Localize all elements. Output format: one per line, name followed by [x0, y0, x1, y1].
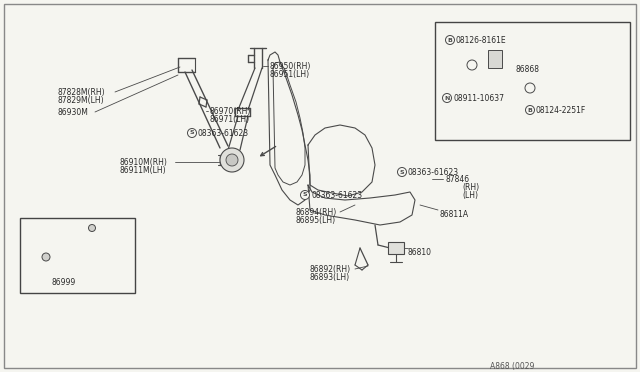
Circle shape	[445, 35, 454, 45]
Text: 08126-8161E: 08126-8161E	[456, 36, 507, 45]
Bar	[488, 50, 502, 68]
Text: N: N	[444, 96, 450, 100]
Circle shape	[442, 93, 451, 103]
Circle shape	[397, 167, 406, 176]
Circle shape	[220, 148, 244, 172]
Circle shape	[467, 60, 477, 70]
Text: 86894(RH): 86894(RH)	[295, 208, 336, 217]
Text: 08124-2251F: 08124-2251F	[536, 106, 586, 115]
Bar	[435, 22, 630, 140]
Circle shape	[42, 253, 50, 261]
Text: 86892(RH): 86892(RH)	[310, 265, 351, 274]
Text: S: S	[189, 131, 195, 135]
Text: S: S	[303, 192, 307, 198]
Text: 08363-61623: 08363-61623	[311, 191, 362, 200]
Text: 86810: 86810	[408, 248, 432, 257]
Text: 86911M(LH): 86911M(LH)	[120, 166, 166, 175]
Circle shape	[188, 128, 196, 138]
Text: 86893(LH): 86893(LH)	[310, 273, 350, 282]
Text: 86868: 86868	[515, 65, 539, 74]
Text: 86999: 86999	[52, 278, 76, 287]
Text: S: S	[400, 170, 404, 174]
Circle shape	[525, 106, 534, 115]
Text: 08911-10637: 08911-10637	[453, 94, 504, 103]
Text: 86811A: 86811A	[440, 210, 469, 219]
Circle shape	[88, 224, 95, 231]
Text: 86970(RH): 86970(RH)	[210, 107, 252, 116]
Text: (LH): (LH)	[462, 191, 478, 200]
Text: 08363-61623: 08363-61623	[198, 129, 249, 138]
Text: 86930M: 86930M	[58, 108, 89, 117]
Bar	[20, 218, 135, 293]
Text: 86971(LH): 86971(LH)	[210, 115, 250, 124]
Text: 87828M(RH): 87828M(RH)	[58, 88, 106, 97]
Text: 86950(RH): 86950(RH)	[270, 62, 312, 71]
Text: 86895(LH): 86895(LH)	[295, 216, 335, 225]
Circle shape	[301, 190, 310, 199]
Bar	[388, 242, 404, 254]
Text: 87829M(LH): 87829M(LH)	[58, 96, 104, 105]
Text: 08363-61623: 08363-61623	[408, 168, 459, 177]
Text: B: B	[527, 108, 532, 112]
Text: 86951(LH): 86951(LH)	[270, 70, 310, 79]
Text: 86910M(RH): 86910M(RH)	[120, 158, 168, 167]
Text: 87846: 87846	[445, 175, 469, 184]
Circle shape	[226, 154, 238, 166]
Circle shape	[525, 83, 535, 93]
Text: (RH): (RH)	[462, 183, 479, 192]
Text: B: B	[447, 38, 452, 42]
Text: A868 (0029: A868 (0029	[490, 362, 534, 371]
